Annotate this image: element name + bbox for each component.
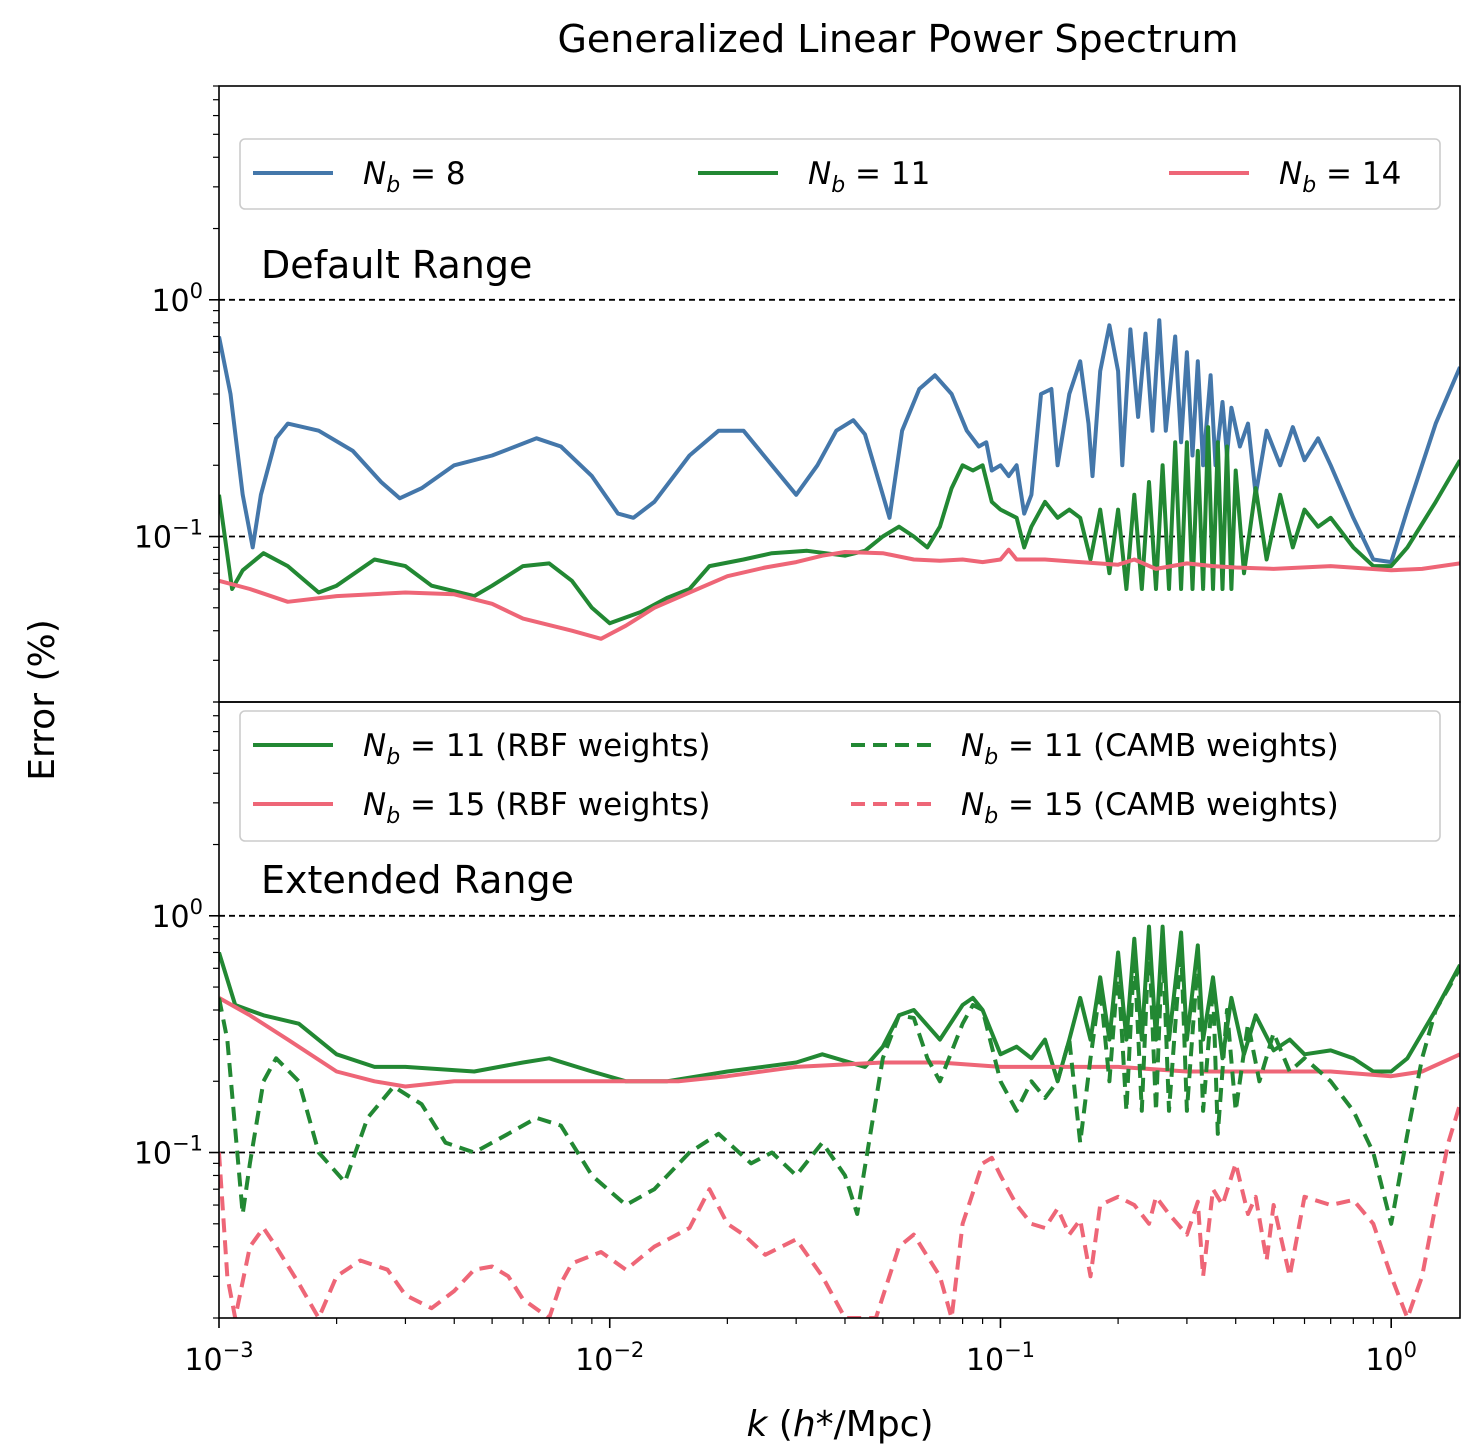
x-tick-label: 10−3 (184, 1338, 253, 1378)
panel-default-range: Default Range Nb = 8 Nb = 11 Nb = 14 10−1 1… (134, 85, 1460, 703)
legend-entry: Nb = 14 (1279, 156, 1401, 198)
series-line (219, 924, 1460, 1084)
y-tick-label: 100 (151, 279, 203, 319)
y-tick-label: 10−1 (134, 1132, 203, 1172)
legend-extended-range: Nb = 11 (RBF weights) Nb = 15 (RBF weight… (239, 710, 1441, 842)
series-line (219, 996, 1460, 1089)
panel-label-default-range: Default Range (261, 243, 532, 287)
legend-entry: Nb = 15 (CAMB weights) (961, 787, 1339, 829)
legend-default-range: Nb = 8 Nb = 11 Nb = 14 (239, 138, 1441, 210)
series-line (219, 547, 1460, 641)
legend-entry: Nb = 11 (CAMB weights) (961, 728, 1339, 770)
x-tick-label: 10−2 (575, 1338, 644, 1378)
legend-entry: Nb = 15 (RBF weights) (363, 787, 711, 829)
y-tick-label: 100 (151, 895, 203, 935)
panel-frame-bottom (218, 701, 1461, 1319)
y-tick-label: 10−1 (134, 516, 203, 556)
series-line (219, 318, 1460, 565)
x-tick-label: 100 (1365, 1338, 1417, 1378)
panel-label-extended-range: Extended Range (261, 858, 574, 902)
series-line (219, 1103, 1460, 1318)
x-tick-label: 10−1 (966, 1338, 1035, 1378)
legend-entry: Nb = 11 (RBF weights) (363, 728, 711, 770)
chart-title: Generalized Linear Power Spectrum (557, 17, 1238, 61)
y-axis-label: Error (%) (22, 619, 63, 781)
legend-entry: Nb = 8 (363, 156, 466, 198)
series-line (219, 425, 1460, 626)
series-line (219, 936, 1460, 1226)
legend-entry: Nb = 11 (808, 156, 930, 198)
x-axis-label: k (h*/Mpc) (746, 1404, 933, 1445)
legend-frame (239, 138, 1441, 210)
panel-extended-range: Extended Range Nb = 11 (RBF weights)Nb =… (134, 701, 1460, 1319)
legend-frame (239, 710, 1441, 842)
